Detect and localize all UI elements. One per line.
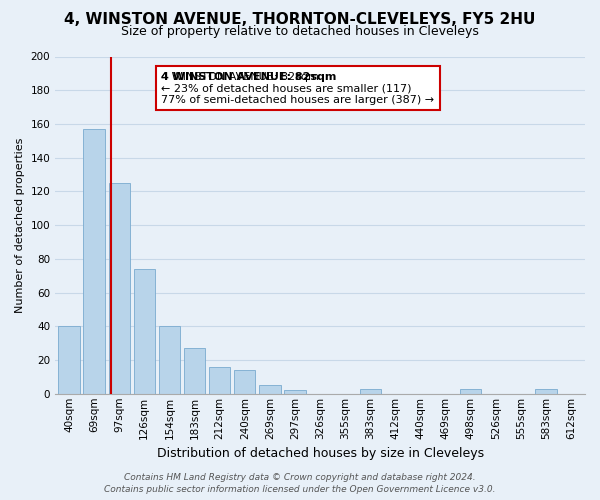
Text: Size of property relative to detached houses in Cleveleys: Size of property relative to detached ho… — [121, 25, 479, 38]
Bar — [359, 388, 381, 394]
Bar — [535, 388, 557, 394]
Bar — [134, 269, 155, 394]
Bar — [184, 348, 205, 394]
Text: Contains HM Land Registry data © Crown copyright and database right 2024.
Contai: Contains HM Land Registry data © Crown c… — [104, 472, 496, 494]
Bar — [83, 129, 105, 394]
Text: 4 WINSTON AVENUE: 82sqm
← 23% of detached houses are smaller (117)
77% of semi-d: 4 WINSTON AVENUE: 82sqm ← 23% of detache… — [161, 72, 434, 105]
X-axis label: Distribution of detached houses by size in Cleveleys: Distribution of detached houses by size … — [157, 447, 484, 460]
Bar — [159, 326, 180, 394]
Text: 4, WINSTON AVENUE, THORNTON-CLEVELEYS, FY5 2HU: 4, WINSTON AVENUE, THORNTON-CLEVELEYS, F… — [64, 12, 536, 28]
Text: 4 WINSTON AVENUE: 82sqm: 4 WINSTON AVENUE: 82sqm — [161, 72, 337, 82]
Bar — [284, 390, 305, 394]
Bar — [109, 183, 130, 394]
Bar — [58, 326, 80, 394]
Bar — [234, 370, 256, 394]
Bar — [209, 367, 230, 394]
Y-axis label: Number of detached properties: Number of detached properties — [15, 138, 25, 313]
Bar — [460, 388, 481, 394]
Bar — [259, 386, 281, 394]
